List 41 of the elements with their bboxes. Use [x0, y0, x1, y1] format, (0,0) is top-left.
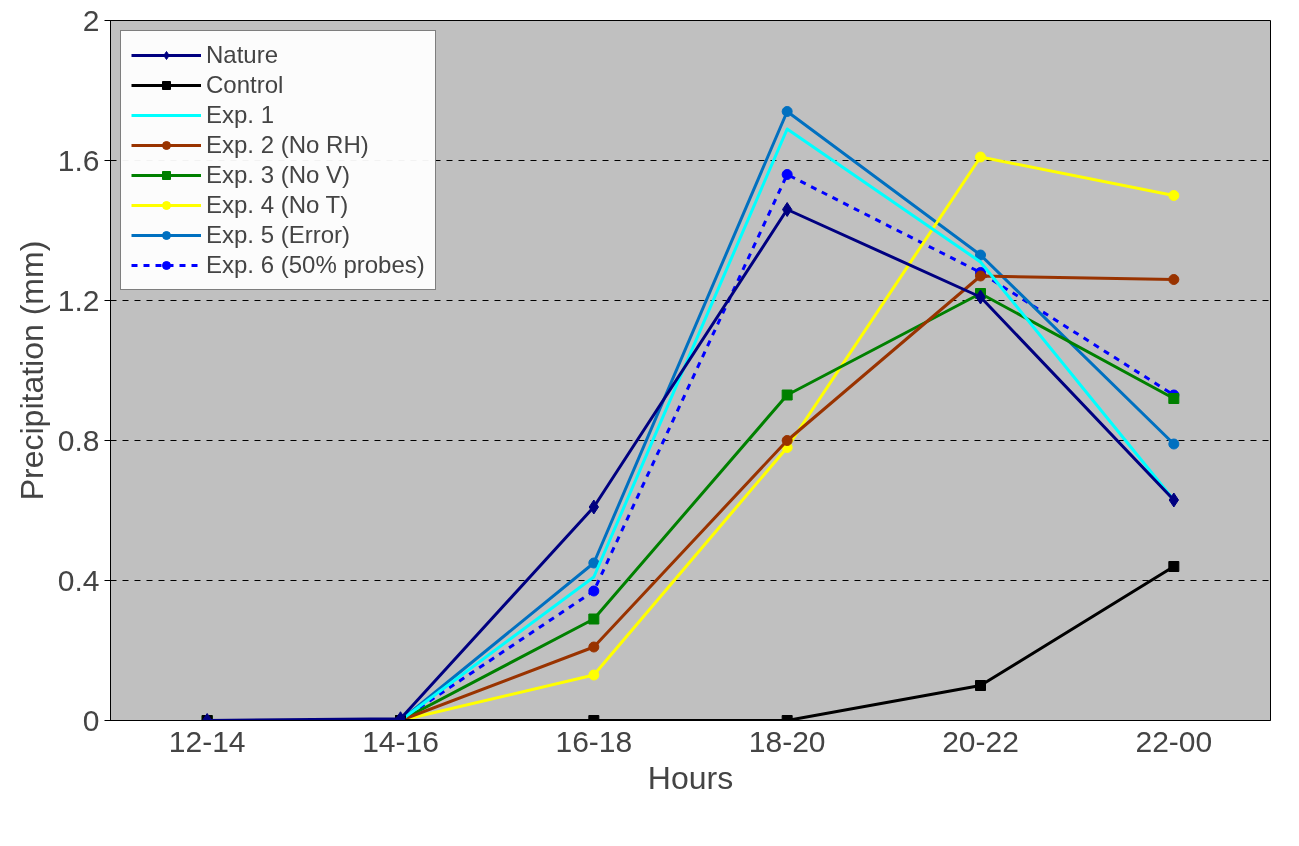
y-tick-label: 2 [82, 3, 100, 37]
y-tick-label: 0.8 [57, 423, 100, 457]
legend-label: Exp. 4 (No T) [206, 191, 349, 219]
x-tick-label: 16-18 [555, 724, 633, 758]
point [1168, 190, 1180, 201]
point [588, 585, 600, 597]
point [588, 557, 600, 569]
point [975, 270, 986, 282]
point [975, 151, 986, 163]
x-axis-title: Hours [647, 759, 734, 796]
point [782, 202, 793, 217]
point [588, 613, 600, 625]
legend-label: Exp. 5 (Error) [206, 221, 351, 249]
x-tick-label: 14-16 [362, 724, 439, 758]
point [975, 249, 986, 261]
legend-label: Exp. 3 (No V) [206, 161, 351, 189]
point [781, 389, 793, 401]
point [781, 435, 793, 446]
y-axis-title: Precipitation (mm) [13, 240, 50, 501]
point [1168, 274, 1180, 285]
point [781, 106, 793, 117]
legend-label: Exp. 6 (50% probes) [206, 251, 425, 279]
legend-label: Exp. 1 [206, 101, 275, 129]
x-tick-label: 18-20 [748, 724, 826, 758]
y-tick-label: 1.6 [57, 143, 100, 177]
x-tick-label: 12-14 [168, 724, 246, 758]
point [1168, 393, 1180, 404]
legend-label: Exp. 2 (No RH) [206, 131, 369, 159]
y-tick-label: 1.2 [57, 283, 100, 317]
point [588, 641, 600, 653]
point [975, 680, 986, 691]
point [588, 669, 600, 681]
x-tick-label: 20-22 [942, 724, 1019, 758]
legend-label: Control [206, 71, 284, 99]
point [1168, 561, 1180, 572]
point [781, 169, 793, 180]
legend-label: Nature [206, 41, 279, 69]
y-tick-label: 0.4 [57, 563, 100, 597]
x-tick-label: 22-00 [1135, 724, 1213, 758]
y-tick-label: 0 [82, 703, 100, 737]
point [1168, 438, 1180, 450]
